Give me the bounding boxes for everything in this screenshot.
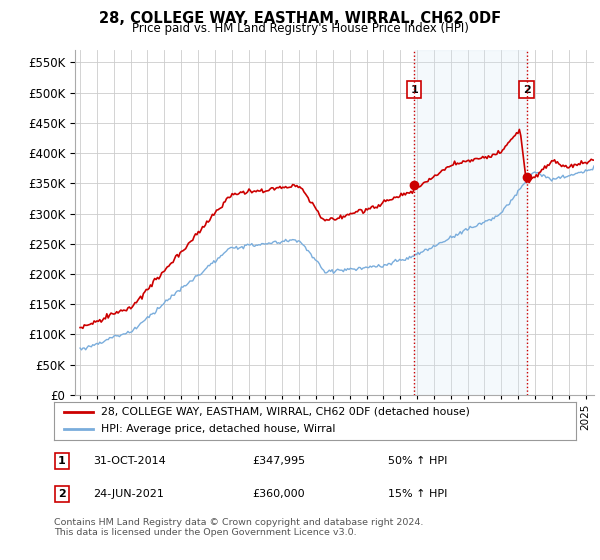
Text: 50% ↑ HPI: 50% ↑ HPI [388, 456, 448, 466]
Text: Contains HM Land Registry data © Crown copyright and database right 2024.
This d: Contains HM Land Registry data © Crown c… [54, 518, 424, 538]
Text: 15% ↑ HPI: 15% ↑ HPI [388, 489, 448, 499]
Text: 28, COLLEGE WAY, EASTHAM, WIRRAL, CH62 0DF (detached house): 28, COLLEGE WAY, EASTHAM, WIRRAL, CH62 0… [101, 407, 470, 417]
Text: £360,000: £360,000 [253, 489, 305, 499]
Text: 24-JUN-2021: 24-JUN-2021 [93, 489, 164, 499]
Text: HPI: Average price, detached house, Wirral: HPI: Average price, detached house, Wirr… [101, 424, 335, 435]
Text: Price paid vs. HM Land Registry's House Price Index (HPI): Price paid vs. HM Land Registry's House … [131, 22, 469, 35]
Text: 31-OCT-2014: 31-OCT-2014 [93, 456, 166, 466]
Text: 28, COLLEGE WAY, EASTHAM, WIRRAL, CH62 0DF: 28, COLLEGE WAY, EASTHAM, WIRRAL, CH62 0… [99, 11, 501, 26]
Text: 1: 1 [410, 85, 418, 95]
Text: £347,995: £347,995 [253, 456, 305, 466]
Text: 2: 2 [523, 85, 530, 95]
Text: 1: 1 [58, 456, 66, 466]
Text: 2: 2 [58, 489, 66, 499]
Bar [414, 50, 527, 395]
